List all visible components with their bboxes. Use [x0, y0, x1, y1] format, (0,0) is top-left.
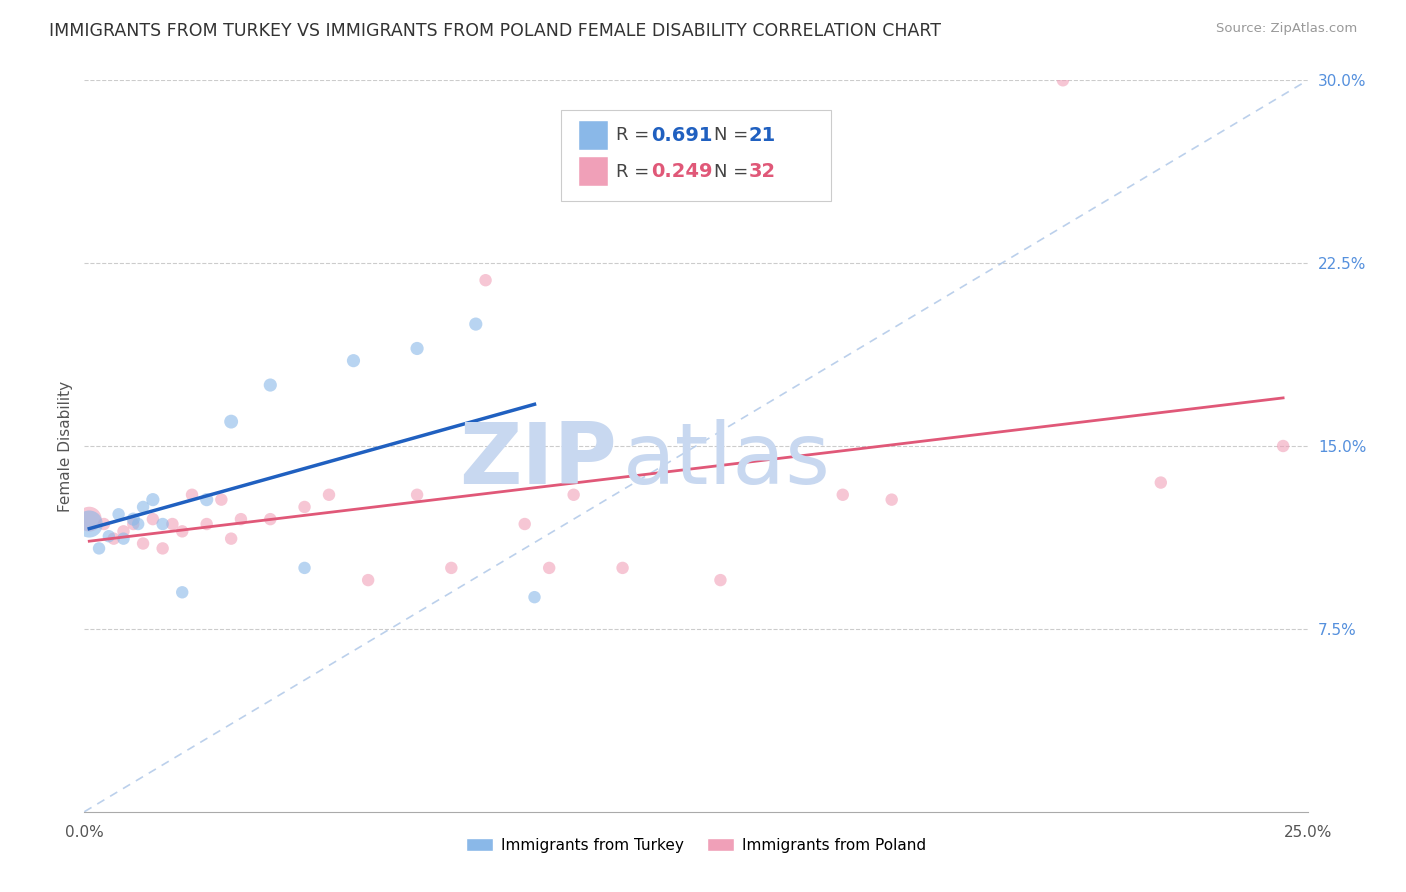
Point [259, 378, 281, 392]
Point [77, 516, 100, 531]
Point [219, 532, 242, 546]
Point [1272, 439, 1295, 453]
Point [357, 573, 380, 587]
Point [127, 516, 149, 531]
Point [709, 573, 731, 587]
Text: 0.691: 0.691 [651, 126, 713, 145]
Point [342, 353, 364, 368]
Text: Source: ZipAtlas.com: Source: ZipAtlas.com [1216, 22, 1357, 36]
Point [209, 492, 232, 507]
Point [132, 500, 155, 514]
Point [1150, 475, 1173, 490]
Legend: Immigrants from Turkey, Immigrants from Poland: Immigrants from Turkey, Immigrants from … [460, 831, 932, 859]
Text: 32: 32 [748, 162, 776, 181]
Text: N =: N = [714, 162, 754, 181]
Point [523, 590, 546, 604]
Point [538, 561, 561, 575]
Text: atlas: atlas [623, 419, 831, 502]
Y-axis label: Female Disability: Female Disability [58, 380, 73, 512]
Point [406, 342, 429, 356]
Point [562, 488, 585, 502]
Point [259, 512, 281, 526]
Point [474, 273, 496, 287]
Point [122, 512, 145, 526]
Point [152, 516, 174, 531]
FancyBboxPatch shape [561, 110, 831, 201]
Point [122, 516, 145, 531]
FancyBboxPatch shape [578, 157, 607, 186]
Point [440, 561, 463, 575]
Point [77, 512, 100, 526]
Point [142, 492, 165, 507]
Point [294, 500, 316, 514]
Point [406, 488, 429, 502]
Point [1052, 73, 1074, 87]
Point [464, 317, 486, 331]
Point [132, 536, 155, 550]
Point [219, 415, 242, 429]
Point [195, 516, 218, 531]
Text: R =: R = [616, 162, 655, 181]
Text: N =: N = [714, 126, 754, 145]
FancyBboxPatch shape [578, 120, 607, 150]
Point [142, 512, 165, 526]
Point [294, 561, 316, 575]
Point [195, 492, 218, 507]
Point [612, 561, 634, 575]
Point [229, 512, 252, 526]
Point [107, 508, 129, 522]
Point [162, 516, 184, 531]
Text: ZIP: ZIP [458, 419, 616, 502]
Text: IMMIGRANTS FROM TURKEY VS IMMIGRANTS FROM POLAND FEMALE DISABILITY CORRELATION C: IMMIGRANTS FROM TURKEY VS IMMIGRANTS FRO… [49, 22, 941, 40]
Point [831, 488, 853, 502]
Point [172, 524, 194, 539]
Point [172, 585, 194, 599]
Text: 21: 21 [748, 126, 776, 145]
Point [112, 524, 135, 539]
Point [318, 488, 340, 502]
Point [513, 516, 536, 531]
Point [103, 532, 125, 546]
Point [880, 492, 903, 507]
Point [97, 529, 120, 543]
Point [112, 532, 135, 546]
Point [87, 541, 110, 556]
Text: 0.249: 0.249 [651, 162, 713, 181]
Point [181, 488, 204, 502]
Point [93, 516, 115, 531]
Text: R =: R = [616, 126, 655, 145]
Point [152, 541, 174, 556]
